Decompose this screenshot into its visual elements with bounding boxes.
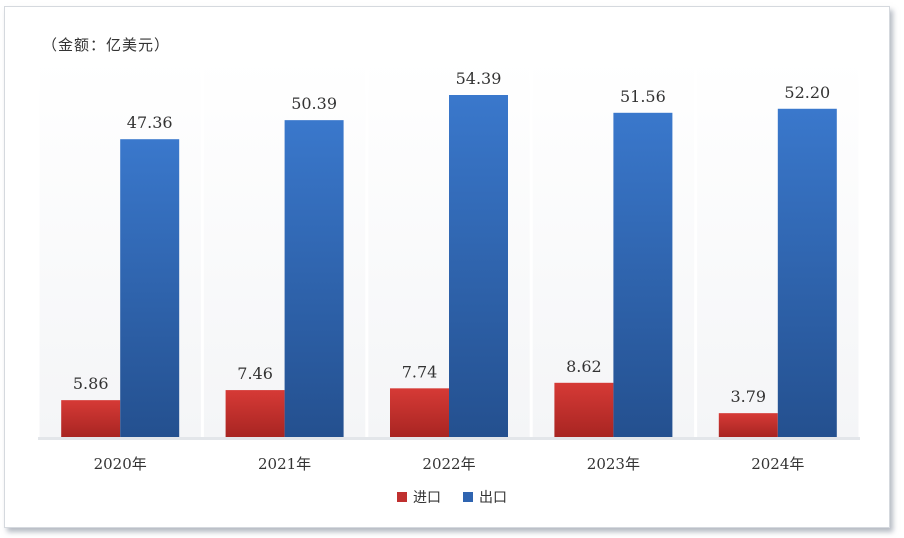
legend: 进口 出口 bbox=[0, 487, 904, 507]
x-tick-labels: 2020年 2021年 2022年 2023年 2024年 bbox=[94, 455, 805, 473]
legend-item-import: 进口 bbox=[397, 487, 441, 507]
value-label-export: 54.39 bbox=[456, 69, 502, 88]
bar-import-2023年 bbox=[554, 382, 614, 437]
value-label-import: 8.62 bbox=[566, 357, 602, 376]
bar-import-2020年 bbox=[61, 400, 121, 437]
legend-item-export: 出口 bbox=[463, 487, 507, 507]
value-label-export: 50.39 bbox=[291, 94, 337, 113]
value-label-import: 5.86 bbox=[73, 374, 109, 393]
legend-label: 出口 bbox=[479, 490, 507, 506]
value-label-import: 7.46 bbox=[237, 364, 273, 383]
bar-export-2020年 bbox=[120, 139, 180, 437]
value-labels: 5.86 47.36 7.46 50.39 7.74 54.39 8.62 51.56 3.79… bbox=[73, 69, 830, 406]
x-tick-label: 2022年 bbox=[422, 455, 475, 473]
bars bbox=[61, 95, 837, 438]
legend-swatch bbox=[463, 492, 473, 502]
bar-export-2022年 bbox=[449, 95, 508, 437]
x-tick-label: 2021年 bbox=[258, 455, 311, 473]
bar-export-2024年 bbox=[777, 108, 837, 438]
x-tick-label: 2023年 bbox=[587, 455, 640, 473]
legend-swatch bbox=[397, 492, 407, 502]
value-label-export: 47.36 bbox=[127, 113, 173, 132]
bar-import-2021年 bbox=[225, 390, 285, 437]
value-label-import: 7.74 bbox=[402, 362, 438, 381]
unit-label: （金额：亿美元） bbox=[42, 36, 171, 54]
x-tick-label: 2024年 bbox=[751, 455, 804, 473]
bar-export-2023年 bbox=[613, 112, 673, 438]
x-tick-label: 2020年 bbox=[94, 455, 147, 473]
value-label-export: 52.20 bbox=[784, 83, 830, 102]
plot-floor bbox=[38, 437, 860, 440]
bar-import-2024年 bbox=[718, 413, 778, 437]
value-label-export: 51.56 bbox=[620, 87, 666, 106]
legend-label: 进口 bbox=[413, 490, 441, 506]
bar-export-2021年 bbox=[284, 120, 344, 438]
value-label-import: 3.79 bbox=[730, 387, 766, 406]
bar-import-2022年 bbox=[390, 388, 449, 437]
